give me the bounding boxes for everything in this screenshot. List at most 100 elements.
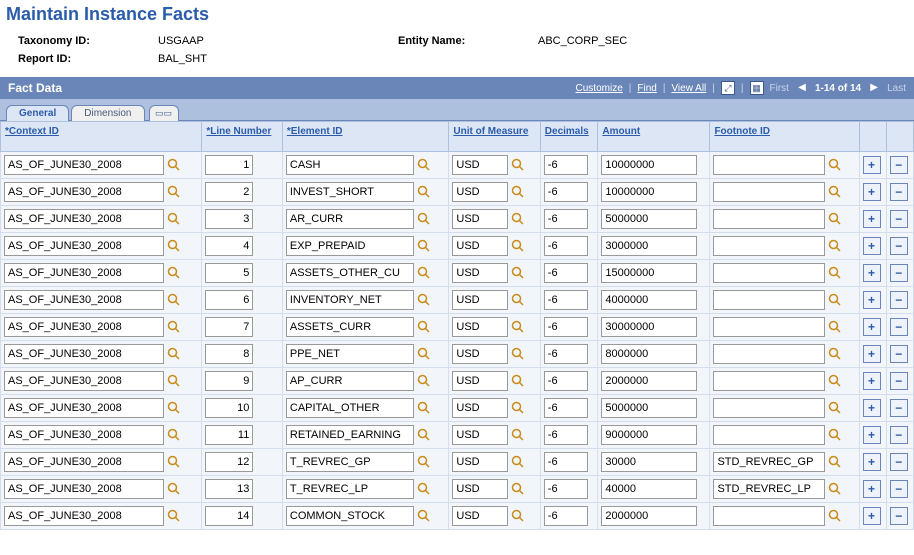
footnote-input[interactable]: [713, 452, 825, 472]
lookup-icon[interactable]: [416, 346, 432, 362]
nav-prev-icon[interactable]: ◀: [795, 81, 809, 95]
footnote-input[interactable]: [713, 425, 825, 445]
lookup-icon[interactable]: [166, 346, 182, 362]
context-id-input[interactable]: [4, 317, 164, 337]
lookup-icon[interactable]: [416, 211, 432, 227]
uom-input[interactable]: [452, 317, 508, 337]
lookup-icon[interactable]: [827, 346, 843, 362]
lookup-icon[interactable]: [827, 265, 843, 281]
element-id-input[interactable]: [286, 371, 414, 391]
lookup-icon[interactable]: [416, 157, 432, 173]
decimals-input[interactable]: [544, 425, 588, 445]
lookup-icon[interactable]: [510, 265, 526, 281]
delete-row-button[interactable]: −: [890, 345, 908, 363]
nav-next-icon[interactable]: ▶: [867, 81, 881, 95]
element-id-input[interactable]: [286, 182, 414, 202]
context-id-input[interactable]: [4, 479, 164, 499]
delete-row-button[interactable]: −: [890, 210, 908, 228]
footnote-input[interactable]: [713, 398, 825, 418]
col-uom[interactable]: Unit of Measure: [449, 122, 540, 152]
line-number-input[interactable]: [205, 155, 253, 175]
uom-input[interactable]: [452, 236, 508, 256]
decimals-input[interactable]: [544, 263, 588, 283]
amount-input[interactable]: [601, 182, 697, 202]
lookup-icon[interactable]: [166, 373, 182, 389]
line-number-input[interactable]: [205, 479, 253, 499]
lookup-icon[interactable]: [416, 400, 432, 416]
line-number-input[interactable]: [205, 182, 253, 202]
line-number-input[interactable]: [205, 398, 253, 418]
lookup-icon[interactable]: [416, 265, 432, 281]
footnote-input[interactable]: [713, 506, 825, 526]
lookup-icon[interactable]: [510, 400, 526, 416]
lookup-icon[interactable]: [510, 373, 526, 389]
footnote-input[interactable]: [713, 155, 825, 175]
lookup-icon[interactable]: [827, 373, 843, 389]
context-id-input[interactable]: [4, 425, 164, 445]
delete-row-button[interactable]: −: [890, 426, 908, 444]
line-number-input[interactable]: [205, 506, 253, 526]
delete-row-button[interactable]: −: [890, 399, 908, 417]
amount-input[interactable]: [601, 452, 697, 472]
lookup-icon[interactable]: [827, 319, 843, 335]
decimals-input[interactable]: [544, 155, 588, 175]
uom-input[interactable]: [452, 452, 508, 472]
footnote-input[interactable]: [713, 290, 825, 310]
add-row-button[interactable]: +: [863, 507, 881, 525]
decimals-input[interactable]: [544, 236, 588, 256]
uom-input[interactable]: [452, 290, 508, 310]
amount-input[interactable]: [601, 155, 697, 175]
context-id-input[interactable]: [4, 371, 164, 391]
add-row-button[interactable]: +: [863, 183, 881, 201]
uom-input[interactable]: [452, 479, 508, 499]
uom-input[interactable]: [452, 425, 508, 445]
context-id-input[interactable]: [4, 506, 164, 526]
tab-dimension[interactable]: Dimension: [71, 105, 144, 121]
element-id-input[interactable]: [286, 317, 414, 337]
lookup-icon[interactable]: [827, 400, 843, 416]
lookup-icon[interactable]: [510, 184, 526, 200]
lookup-icon[interactable]: [827, 184, 843, 200]
delete-row-button[interactable]: −: [890, 453, 908, 471]
footnote-input[interactable]: [713, 344, 825, 364]
uom-input[interactable]: [452, 209, 508, 229]
element-id-input[interactable]: [286, 236, 414, 256]
lookup-icon[interactable]: [166, 211, 182, 227]
col-context-id[interactable]: *Context ID: [1, 122, 202, 152]
element-id-input[interactable]: [286, 155, 414, 175]
decimals-input[interactable]: [544, 317, 588, 337]
lookup-icon[interactable]: [510, 508, 526, 524]
lookup-icon[interactable]: [166, 265, 182, 281]
lookup-icon[interactable]: [827, 427, 843, 443]
customize-link[interactable]: Customize: [576, 83, 623, 94]
lookup-icon[interactable]: [416, 508, 432, 524]
lookup-icon[interactable]: [166, 157, 182, 173]
footnote-input[interactable]: [713, 371, 825, 391]
context-id-input[interactable]: [4, 236, 164, 256]
nav-first[interactable]: First: [770, 83, 789, 94]
col-element-id[interactable]: *Element ID: [282, 122, 449, 152]
amount-input[interactable]: [601, 317, 697, 337]
line-number-input[interactable]: [205, 344, 253, 364]
lookup-icon[interactable]: [827, 454, 843, 470]
context-id-input[interactable]: [4, 263, 164, 283]
view-all-link[interactable]: View All: [671, 83, 706, 94]
decimals-input[interactable]: [544, 452, 588, 472]
delete-row-button[interactable]: −: [890, 237, 908, 255]
lookup-icon[interactable]: [510, 157, 526, 173]
nav-last[interactable]: Last: [887, 83, 906, 94]
zoom-icon[interactable]: ⤢: [721, 81, 735, 95]
add-row-button[interactable]: +: [863, 210, 881, 228]
add-row-button[interactable]: +: [863, 480, 881, 498]
decimals-input[interactable]: [544, 371, 588, 391]
lookup-icon[interactable]: [510, 292, 526, 308]
decimals-input[interactable]: [544, 290, 588, 310]
amount-input[interactable]: [601, 425, 697, 445]
lookup-icon[interactable]: [166, 454, 182, 470]
line-number-input[interactable]: [205, 209, 253, 229]
col-decimals[interactable]: Decimals: [540, 122, 598, 152]
decimals-input[interactable]: [544, 479, 588, 499]
lookup-icon[interactable]: [166, 292, 182, 308]
element-id-input[interactable]: [286, 209, 414, 229]
element-id-input[interactable]: [286, 290, 414, 310]
